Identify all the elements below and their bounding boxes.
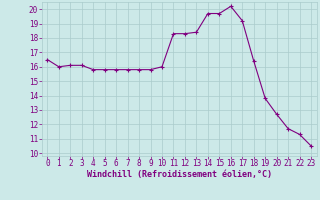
X-axis label: Windchill (Refroidissement éolien,°C): Windchill (Refroidissement éolien,°C) xyxy=(87,170,272,179)
